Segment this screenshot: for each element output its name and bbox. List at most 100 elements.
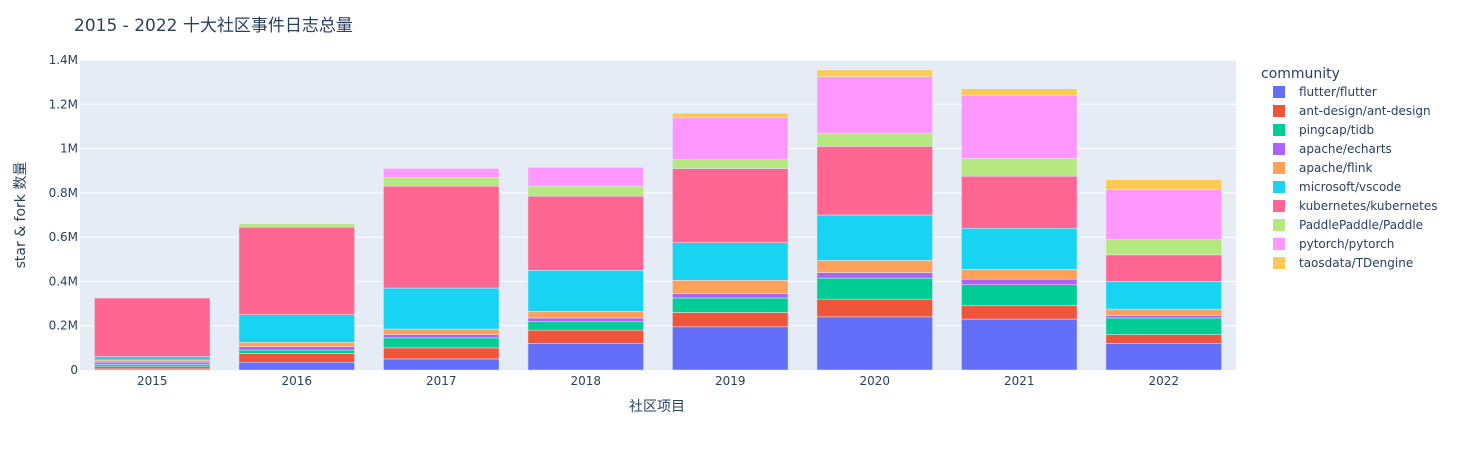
bar-segment	[672, 168, 789, 243]
bar-segment	[238, 314, 355, 343]
bar-segment	[816, 76, 933, 134]
bar-segment	[816, 298, 933, 318]
legend-swatch	[1273, 219, 1285, 231]
bar-segment	[527, 311, 644, 319]
bar-segment	[961, 305, 1078, 320]
x-tick-label: 2017	[426, 374, 457, 388]
bar-segment	[1105, 239, 1222, 256]
legend-label: kubernetes/kubernetes	[1299, 199, 1438, 213]
bar-segment	[1105, 254, 1222, 282]
bar-segment	[1105, 317, 1222, 335]
bar-segment	[816, 272, 933, 279]
bar-segment	[238, 223, 355, 228]
legend-swatch	[1273, 86, 1285, 98]
bar-segment	[816, 260, 933, 273]
bar-segment	[527, 270, 644, 312]
legend-label: apache/echarts	[1299, 142, 1392, 156]
legend-label: apache/flink	[1299, 161, 1372, 175]
legend-swatch	[1273, 105, 1285, 117]
y-axis-ticks: 0 0.2M 0.4M 0.6M 0.8M 1M 1.2M 1.4M	[49, 53, 78, 377]
bar-segment	[527, 343, 644, 371]
bar-segment	[94, 362, 211, 365]
y-tick-label: 0	[70, 363, 78, 377]
bar-segment	[383, 168, 500, 178]
x-tick-label: 2022	[1148, 374, 1179, 388]
y-tick-label: 0.4M	[49, 274, 78, 288]
bar-segment	[672, 242, 789, 281]
legend: community flutter/flutter ant-design/ant-…	[1261, 66, 1438, 270]
bar-segment	[527, 317, 644, 322]
legend-label: pingcap/tidb	[1299, 123, 1374, 137]
bar-segment	[961, 318, 1078, 371]
bar-segment	[238, 342, 355, 348]
bar-segment	[961, 95, 1078, 159]
bar-segment	[1105, 315, 1222, 319]
legend-swatch	[1273, 162, 1285, 174]
legend-swatch	[1273, 124, 1285, 136]
x-tick-label: 2015	[137, 374, 168, 388]
bar-segment	[961, 158, 1078, 177]
bar-segment	[527, 185, 644, 197]
y-tick-label: 1.2M	[49, 97, 78, 111]
y-tick-label: 1.4M	[49, 53, 78, 67]
y-tick-label: 0.6M	[49, 230, 78, 244]
bar-segment	[961, 176, 1078, 229]
bar-segment	[1105, 281, 1222, 310]
bar-segment	[816, 132, 933, 147]
x-axis-ticks: 2015 2016 2017 2018 2019 2020 2021 2022	[137, 374, 1179, 388]
bar-segment	[383, 334, 500, 339]
bar-segment	[383, 337, 500, 349]
bar-segment	[816, 146, 933, 216]
bar-segment	[1105, 343, 1222, 371]
legend-label: microsoft/vscode	[1299, 180, 1401, 194]
bar-segment	[672, 159, 789, 169]
bar-segment	[94, 364, 211, 367]
bar-segment	[672, 117, 789, 160]
bar-segment	[672, 312, 789, 328]
bar-segment	[1105, 189, 1222, 240]
bar-segment	[672, 280, 789, 294]
bar-segment	[383, 328, 500, 335]
bar-segment	[961, 278, 1078, 286]
legend-title: community	[1261, 66, 1340, 82]
bar-segment	[238, 362, 355, 371]
bar-segment	[1105, 179, 1222, 190]
bar-segment	[383, 177, 500, 187]
bar-segment	[1105, 308, 1222, 317]
y-tick-label: 1M	[60, 142, 78, 156]
bar-segment	[94, 356, 211, 361]
legend-swatch	[1273, 238, 1285, 250]
bar-segment	[238, 346, 355, 351]
legend-label: taosdata/TDengine	[1299, 256, 1413, 270]
y-tick-label: 0.8M	[49, 186, 78, 200]
x-tick-label: 2020	[859, 374, 890, 388]
y-tick-label: 0.2M	[49, 319, 78, 333]
chart-title: 2015 - 2022 十大社区事件日志总量	[74, 16, 353, 36]
legend-label: pytorch/pytorch	[1299, 237, 1394, 251]
bar-segment	[961, 228, 1078, 270]
legend-swatch	[1273, 181, 1285, 193]
bar-segment	[672, 297, 789, 313]
bar-segment	[816, 214, 933, 261]
legend-swatch	[1273, 257, 1285, 269]
bar-segment	[816, 277, 933, 300]
bar-segment	[527, 195, 644, 271]
bar-segment	[961, 284, 1078, 307]
bar-segment	[238, 349, 355, 354]
bar-segment	[383, 185, 500, 289]
x-tick-label: 2018	[570, 374, 601, 388]
bar-segment	[94, 366, 211, 370]
bar-segment	[961, 269, 1078, 280]
bar-segment	[527, 329, 644, 344]
legend-label: flutter/flutter	[1299, 85, 1377, 99]
bar-segment	[961, 88, 1078, 96]
bar-segment	[816, 316, 933, 371]
bar-segment	[816, 69, 933, 77]
bar-segment	[238, 226, 355, 315]
bar-segment	[94, 297, 211, 357]
bar-segment	[94, 359, 211, 363]
x-tick-label: 2016	[281, 374, 312, 388]
bar-segment	[383, 358, 500, 371]
legend-swatch	[1273, 200, 1285, 212]
